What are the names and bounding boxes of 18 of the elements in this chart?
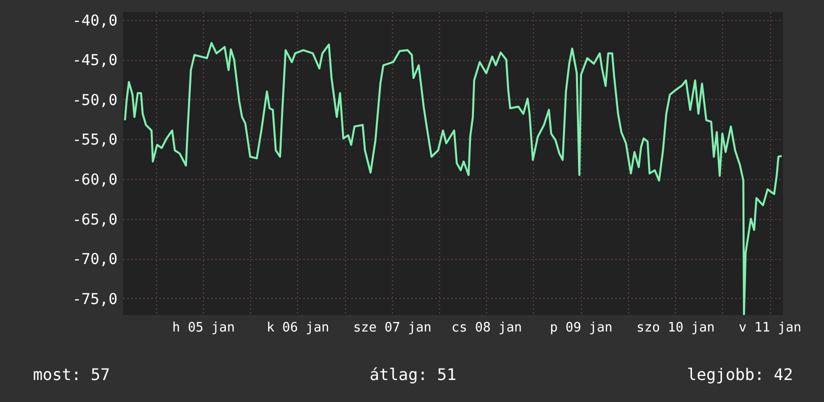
y-tick-label: -45,0 xyxy=(72,51,118,70)
text: most: 57 xyxy=(33,365,110,384)
x-tick-label: cs 08 jan xyxy=(452,320,522,336)
text: legjobb: 42 xyxy=(687,365,793,384)
x-tick-label: k 06 jan xyxy=(266,320,330,336)
x-tick-label: h 05 jan xyxy=(172,320,235,336)
y-tick-label: -65,0 xyxy=(72,210,118,228)
y-tick-label: -60,0 xyxy=(72,170,118,189)
x-tick-label: sze 07 jan xyxy=(353,320,432,336)
y-tick-label: -50,0 xyxy=(72,90,118,109)
y-tick-label: -55,0 xyxy=(72,130,118,149)
y-tick-label: -75,0 xyxy=(72,290,118,308)
x-tick-label: p 09 jan xyxy=(550,320,613,336)
x-tick-label: v 11 jan xyxy=(738,320,802,336)
y-tick-label: -40,0 xyxy=(72,11,118,30)
y-tick-label: -70,0 xyxy=(72,250,118,268)
text: átlag: 51 xyxy=(370,365,456,384)
x-tick-label: szo 10 jan xyxy=(636,320,715,336)
